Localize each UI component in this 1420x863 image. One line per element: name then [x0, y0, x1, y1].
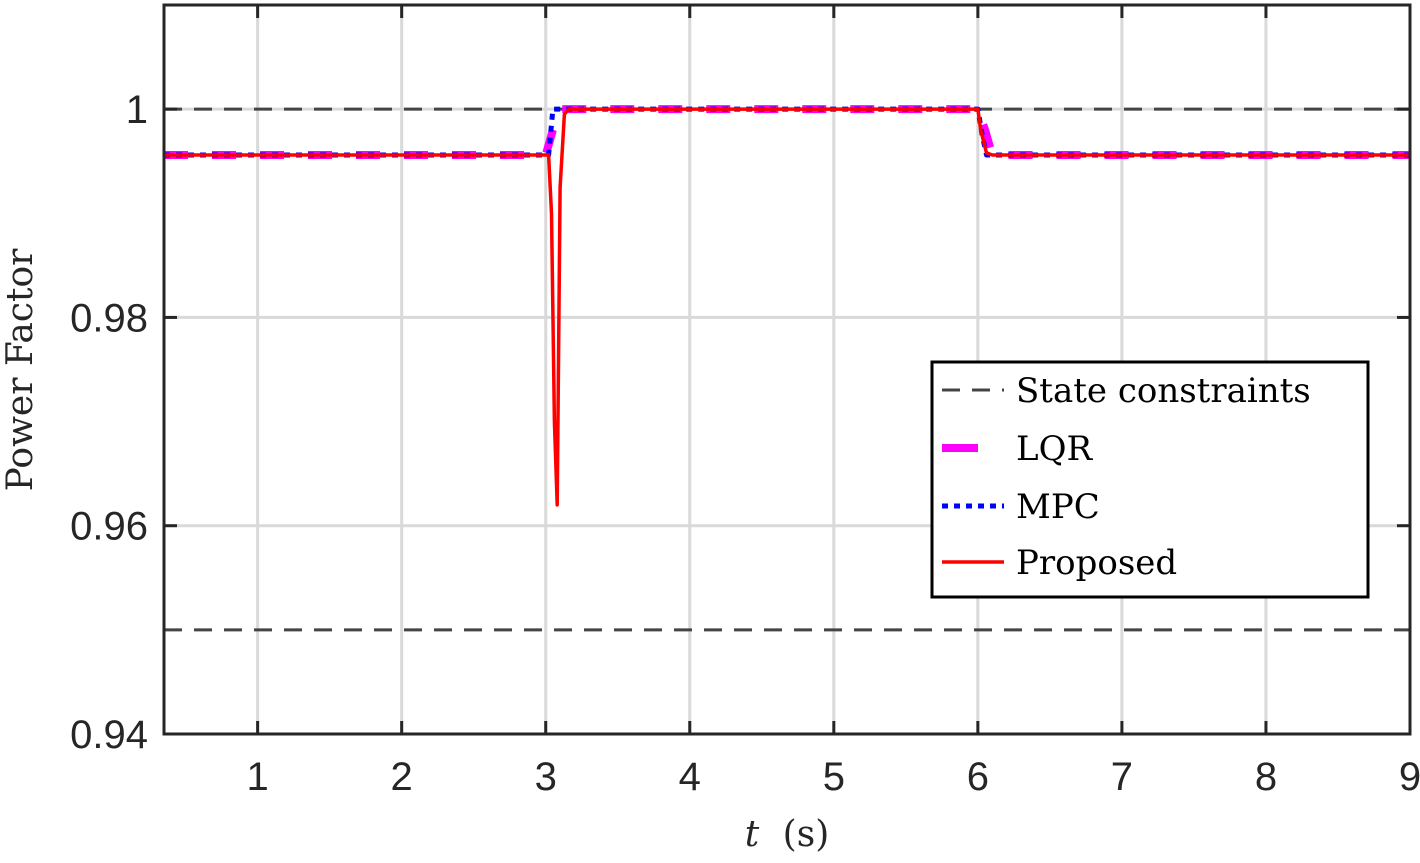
x-tick-label: 2	[391, 755, 413, 799]
x-tick-label: 8	[1255, 755, 1277, 799]
legend: State constraints LQR MPC Proposed	[930, 360, 1370, 599]
axes-box	[162, 3, 1412, 736]
legend-label-proposed: Proposed	[1016, 543, 1177, 583]
y-tick-label: 0.98	[70, 296, 148, 340]
x-tick-label: 5	[823, 755, 845, 799]
x-tick-label: 1	[247, 755, 269, 799]
legend-label-mpc: MPC	[1016, 487, 1100, 527]
series-line-mpc	[164, 106, 1410, 158]
x-tick-label: 7	[1111, 755, 1133, 799]
tick-marks	[164, 5, 1412, 736]
x-tick-label: 3	[535, 755, 557, 799]
legend-items: State constraints LQR MPC Proposed	[942, 371, 1311, 583]
x-tick-label: 9	[1399, 755, 1420, 799]
x-axis-label-variable: t	[745, 814, 760, 855]
y-tick-label: 0.94	[70, 713, 148, 757]
x-tick-label: 6	[967, 755, 989, 799]
legend-label-state-constraints: State constraints	[1016, 371, 1311, 411]
x-tick-label: 4	[679, 755, 701, 799]
y-axis-label: Power Factor	[0, 248, 41, 492]
series-lines	[164, 105, 1410, 507]
tick-labels: 1 2 3 4 5 6 7 8 9 0.94 0.96 0.98 1	[70, 88, 1420, 799]
series-line-proposed	[164, 107, 1410, 507]
legend-label-lqr: LQR	[1016, 429, 1093, 469]
legend-box	[930, 360, 1370, 599]
x-axis-label-unit: (s)	[783, 814, 830, 855]
x-axis-label: t (s)	[745, 814, 830, 855]
series-line-lqr	[164, 105, 1410, 159]
y-tick-label: 1	[126, 88, 148, 132]
y-tick-label: 0.96	[70, 505, 148, 549]
